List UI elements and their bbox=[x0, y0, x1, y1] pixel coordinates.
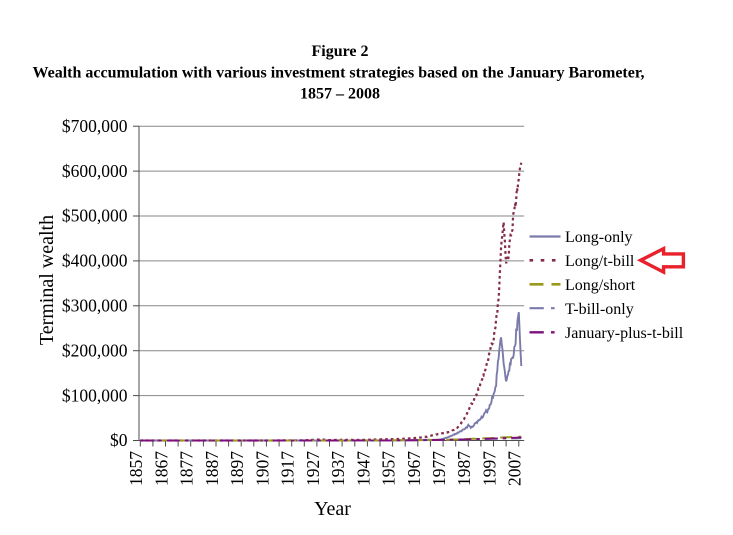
svg-text:1997: 1997 bbox=[480, 451, 500, 486]
svg-text:Long/t-bill: Long/t-bill bbox=[565, 253, 635, 270]
svg-text:1977: 1977 bbox=[429, 451, 449, 486]
svg-text:1957: 1957 bbox=[379, 451, 399, 486]
svg-text:Year: Year bbox=[314, 498, 351, 520]
svg-text:January-plus-t-bill: January-plus-t-bill bbox=[565, 325, 684, 342]
svg-text:1917: 1917 bbox=[278, 451, 298, 486]
svg-text:1857: 1857 bbox=[126, 451, 146, 486]
svg-text:1887: 1887 bbox=[202, 451, 222, 486]
svg-text:$200,000: $200,000 bbox=[62, 340, 128, 360]
svg-text:T-bill-only: T-bill-only bbox=[565, 301, 634, 318]
svg-text:Terminal wealth: Terminal wealth bbox=[36, 215, 58, 345]
svg-text:Figure 2: Figure 2 bbox=[311, 43, 368, 60]
svg-text:$500,000: $500,000 bbox=[62, 206, 128, 226]
svg-text:1877: 1877 bbox=[177, 451, 197, 486]
svg-text:$700,000: $700,000 bbox=[62, 116, 128, 136]
svg-text:1897: 1897 bbox=[227, 451, 247, 486]
svg-text:1987: 1987 bbox=[454, 451, 474, 486]
svg-text:1947: 1947 bbox=[353, 451, 373, 486]
svg-text:Long-only: Long-only bbox=[565, 229, 633, 246]
svg-text:2007: 2007 bbox=[505, 451, 525, 486]
svg-text:$600,000: $600,000 bbox=[62, 161, 128, 181]
svg-text:1857 – 2008: 1857 – 2008 bbox=[300, 86, 380, 103]
svg-text:1967: 1967 bbox=[404, 451, 424, 486]
svg-text:1927: 1927 bbox=[303, 451, 323, 486]
svg-text:1937: 1937 bbox=[328, 451, 348, 486]
svg-text:$100,000: $100,000 bbox=[62, 385, 128, 405]
svg-text:Long/short: Long/short bbox=[565, 277, 636, 294]
svg-text:Wealth accumulation with vario: Wealth accumulation with various investm… bbox=[33, 65, 645, 82]
svg-text:$400,000: $400,000 bbox=[62, 251, 128, 271]
svg-text:1907: 1907 bbox=[252, 451, 272, 486]
svg-text:$300,000: $300,000 bbox=[62, 296, 128, 316]
svg-text:1867: 1867 bbox=[152, 451, 172, 486]
svg-text:$0: $0 bbox=[110, 430, 128, 450]
